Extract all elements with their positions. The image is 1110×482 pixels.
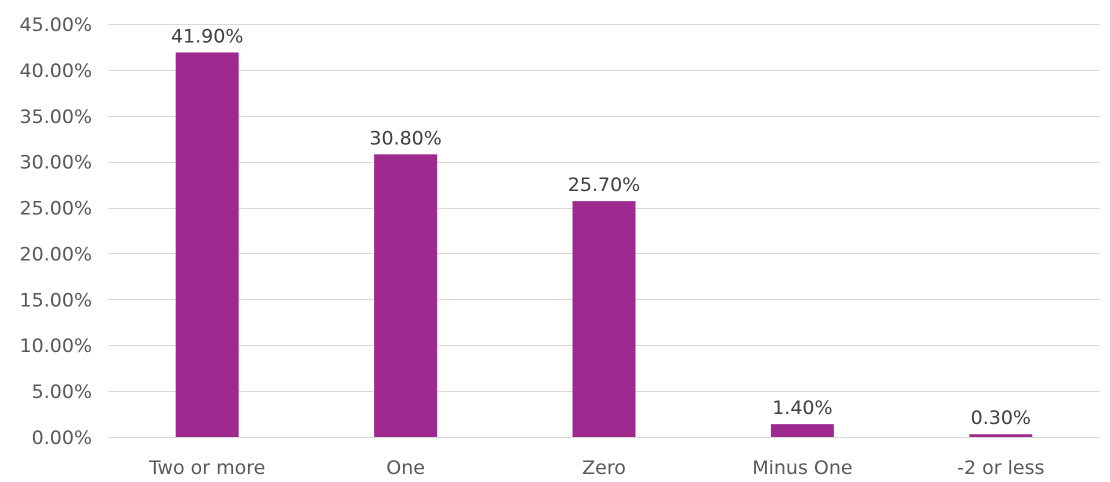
- x-tick-label: Zero: [582, 457, 626, 479]
- y-tick-label: 30.00%: [20, 152, 92, 174]
- bar: [770, 424, 834, 437]
- y-tick-label: 45.00%: [20, 14, 92, 36]
- y-tick-label: 25.00%: [20, 198, 92, 220]
- x-tick-label: Two or more: [148, 457, 265, 479]
- x-tick-label: One: [386, 457, 425, 479]
- x-tick-label: -2 or less: [957, 457, 1044, 479]
- data-label: 0.30%: [971, 407, 1031, 429]
- bar: [969, 434, 1033, 437]
- y-tick-label: 0.00%: [32, 427, 92, 449]
- y-tick-label: 40.00%: [20, 60, 92, 82]
- data-label: 30.80%: [369, 127, 441, 149]
- data-label: 41.90%: [171, 25, 243, 47]
- data-label: 1.40%: [772, 397, 832, 419]
- data-label: 25.70%: [568, 174, 640, 196]
- y-tick-label: 35.00%: [20, 106, 92, 128]
- x-tick-label: Minus One: [752, 457, 852, 479]
- bar: [175, 52, 239, 437]
- y-tick-label: 20.00%: [20, 243, 92, 265]
- y-tick-label: 5.00%: [32, 381, 92, 403]
- bars: [175, 52, 1033, 437]
- y-tick-label: 10.00%: [20, 335, 92, 357]
- labels: 0.00% 5.00% 10.00% 15.00% 20.00% 25.00% 30.00%…: [20, 14, 1045, 479]
- bar: [572, 201, 636, 437]
- bar: [374, 154, 438, 437]
- y-tick-label: 15.00%: [20, 289, 92, 311]
